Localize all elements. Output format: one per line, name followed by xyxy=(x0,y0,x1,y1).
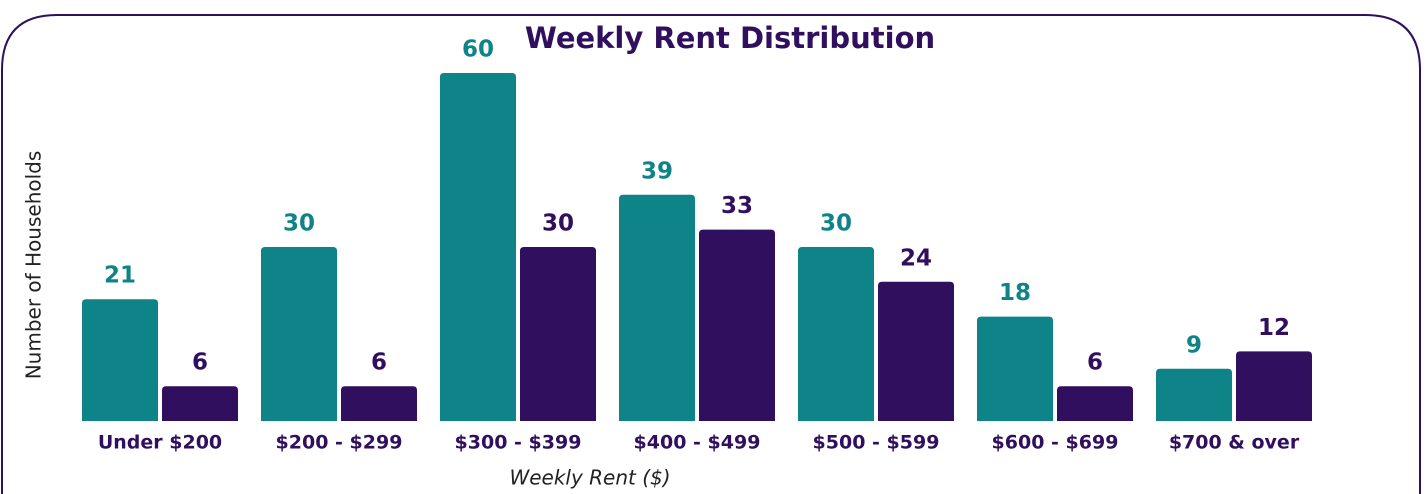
bar xyxy=(619,194,695,421)
data-label: 33 xyxy=(721,193,753,219)
frame xyxy=(1,14,1421,494)
data-label: 60 xyxy=(462,37,494,63)
data-label: 21 xyxy=(104,263,136,289)
data-label: 12 xyxy=(1258,315,1290,341)
bar xyxy=(1236,351,1312,421)
bar xyxy=(162,386,238,421)
data-label: 39 xyxy=(641,158,673,184)
x-tick-label: $300 - $399 xyxy=(455,432,582,454)
data-label: 30 xyxy=(283,211,315,237)
bar xyxy=(977,316,1053,421)
data-label: 30 xyxy=(820,211,852,237)
bar xyxy=(261,247,337,421)
x-tick-label: $200 - $299 xyxy=(276,432,403,454)
x-tick-label: $600 - $699 xyxy=(992,432,1119,454)
data-label: 6 xyxy=(371,350,387,376)
bar xyxy=(1057,386,1133,421)
bar xyxy=(520,247,596,421)
bar xyxy=(878,281,954,421)
data-label: 9 xyxy=(1186,332,1202,358)
data-label: 30 xyxy=(542,211,574,237)
y-axis-label: Number of Households xyxy=(22,151,46,380)
data-label: 18 xyxy=(999,280,1031,306)
x-tick-label: $700 & over xyxy=(1169,432,1300,454)
x-axis-label: Weekly Rent ($) xyxy=(509,466,670,490)
bar xyxy=(798,247,874,421)
bar xyxy=(341,386,417,421)
chart-title: Weekly Rent Distribution xyxy=(525,21,935,55)
x-tick-label: $500 - $599 xyxy=(813,432,940,454)
bar xyxy=(82,299,158,421)
data-label: 6 xyxy=(192,350,208,376)
bar xyxy=(1156,368,1232,421)
data-label: 24 xyxy=(900,245,932,271)
bar xyxy=(440,73,516,421)
x-tick-label: Under $200 xyxy=(98,432,222,454)
bar xyxy=(699,229,775,421)
data-label: 6 xyxy=(1087,350,1103,376)
x-tick-label: $400 - $499 xyxy=(634,432,761,454)
